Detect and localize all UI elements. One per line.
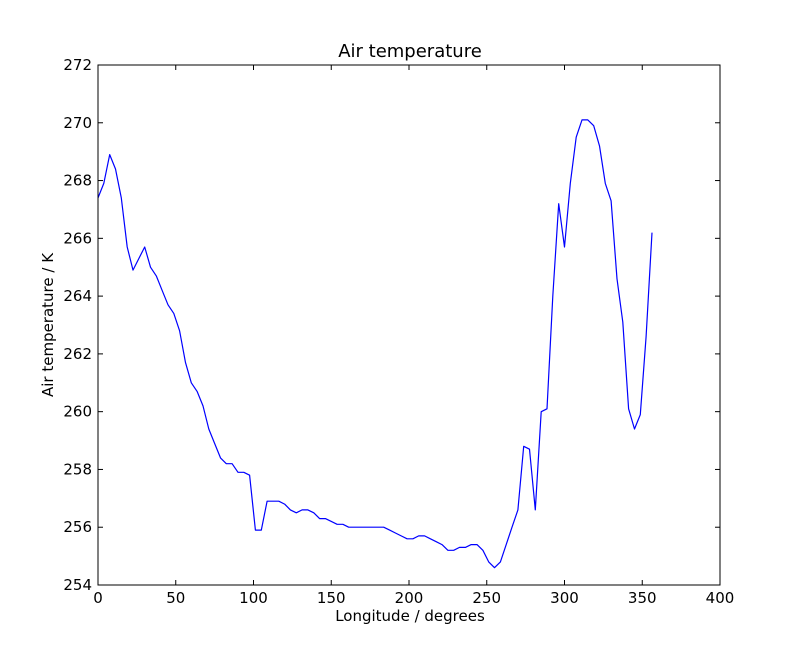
x-tick-label: 100: [239, 589, 268, 607]
x-tick-label: 400: [706, 589, 735, 607]
data-series: [97, 119, 653, 569]
y-tick-label: 262: [63, 345, 92, 363]
plot-area: 0 50 100 150 200 250 300 350 400 254 256 258 260 262…: [63, 56, 734, 607]
x-axis-ticks: 0 50 100 150 200 250 300 350 400: [93, 65, 734, 607]
series-line: [97, 119, 653, 569]
y-axis-label: Air temperature / K: [39, 252, 57, 397]
y-axis-ticks: 254 256 258 260 262 264 266 268 270 272: [63, 56, 720, 594]
x-tick-label: 250: [472, 589, 501, 607]
chart-title: Air temperature: [338, 41, 482, 62]
x-tick-label: 350: [628, 589, 657, 607]
y-tick-label: 254: [63, 576, 92, 594]
y-tick-label: 266: [63, 229, 92, 247]
x-tick-label: 0: [93, 589, 103, 607]
x-tick-label: 200: [395, 589, 424, 607]
y-tick-label: 256: [63, 518, 92, 536]
y-tick-label: 268: [63, 172, 92, 190]
y-tick-label: 264: [63, 287, 92, 305]
x-tick-label: 150: [317, 589, 346, 607]
y-tick-label: 270: [63, 114, 92, 132]
y-tick-label: 260: [63, 403, 92, 421]
x-axis-label: Longitude / degrees: [335, 607, 485, 625]
x-tick-label: 50: [166, 589, 185, 607]
x-tick-label: 300: [550, 589, 579, 607]
y-tick-label: 258: [63, 460, 92, 478]
y-tick-label: 272: [63, 56, 92, 74]
